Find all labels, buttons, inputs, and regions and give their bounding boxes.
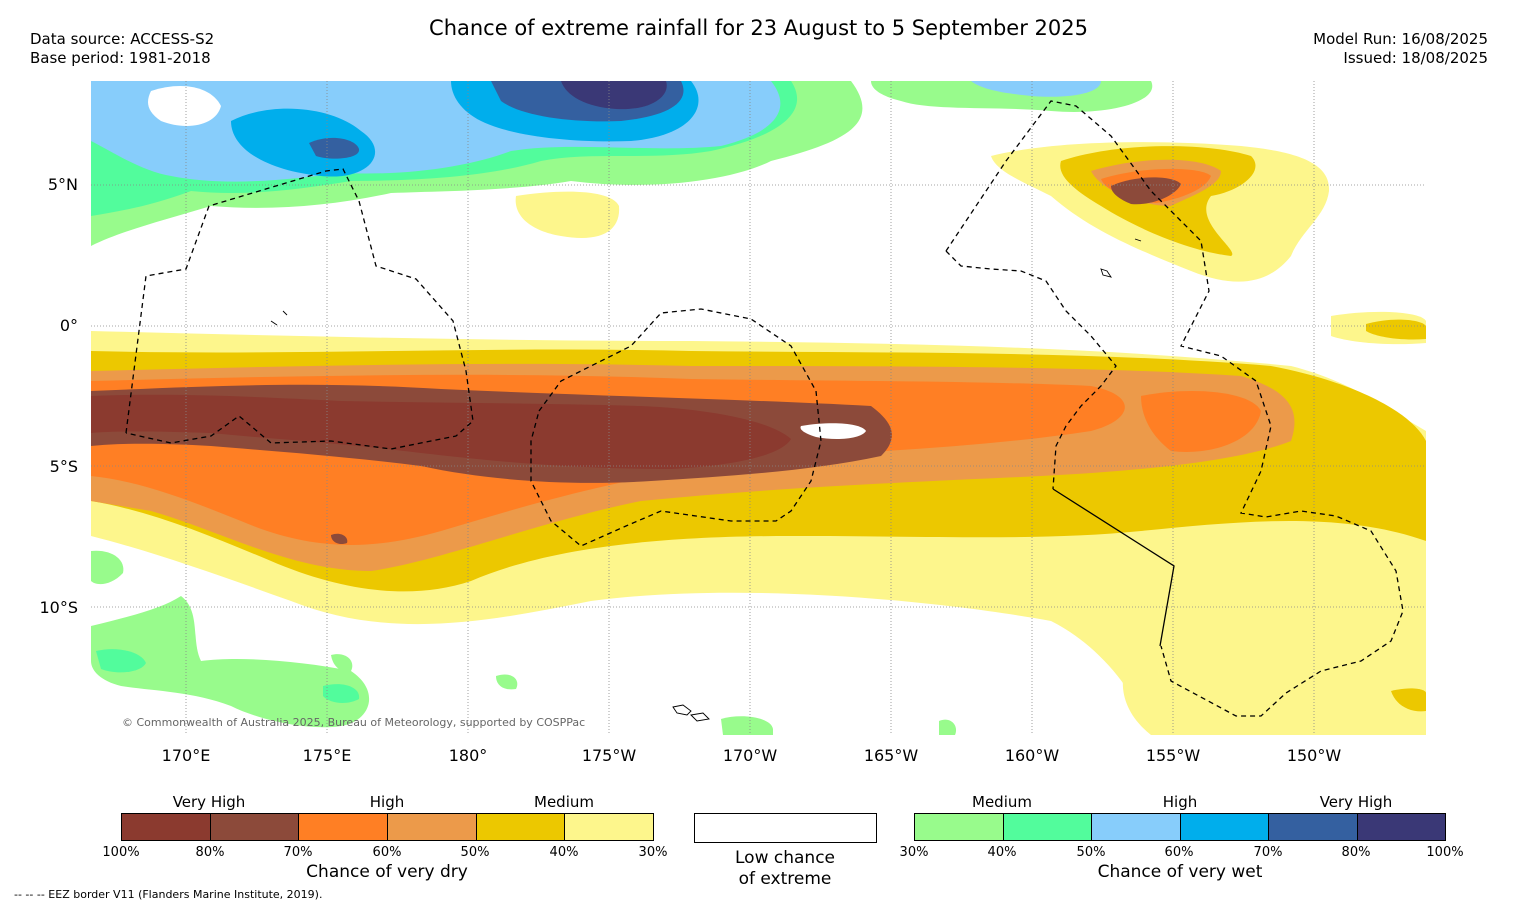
dry-colorbar — [121, 813, 654, 841]
wet-swatch-1 — [915, 814, 1004, 840]
wet-tick: 100% — [1426, 845, 1464, 860]
south-wet-region — [91, 550, 957, 735]
base-period-text: Base period: 1981-2018 — [30, 49, 211, 67]
islands — [270, 238, 1142, 722]
dry-swatch-6 — [565, 814, 654, 840]
lon-label-160w: 160°W — [1004, 746, 1060, 765]
dry-tick: 70% — [283, 845, 313, 860]
dry-level-very-high: Very High — [172, 793, 246, 811]
north-dry-region — [515, 142, 1426, 345]
dry-tick: 40% — [549, 845, 579, 860]
dry-tick: 100% — [102, 845, 140, 860]
wet-level-medium: Medium — [972, 793, 1032, 811]
dry-legend-title: Chance of very dry — [306, 862, 468, 882]
wet-swatch-5 — [1269, 814, 1358, 840]
lon-label-150w: 150°W — [1286, 746, 1342, 765]
wet-tick: 50% — [1076, 845, 1106, 860]
dry-swatch-1 — [122, 814, 211, 840]
lon-label-180: 180° — [448, 746, 488, 765]
lon-label-175e: 175°E — [302, 746, 352, 765]
equatorial-dry-band — [91, 331, 1426, 735]
eez-border-note: -- -- -- EEZ border V11 (Flanders Marine… — [14, 888, 323, 901]
dry-swatch-3 — [299, 814, 389, 840]
wet-colorbar — [914, 813, 1446, 841]
wet-level-high: High — [1162, 793, 1198, 811]
lat-label-10s: 10°S — [39, 598, 78, 617]
dry-level-medium: Medium — [534, 793, 594, 811]
dry-swatch-4 — [388, 814, 477, 840]
dry-tick: 50% — [460, 845, 490, 860]
rainfall-map: © Commonwealth of Australia 2025, Bureau… — [91, 81, 1426, 735]
wet-tick: 70% — [1253, 845, 1283, 860]
dry-tick: 80% — [195, 845, 225, 860]
lon-label-170e: 170°E — [161, 746, 211, 765]
data-source-text: Data source: ACCESS-S2 — [30, 30, 215, 48]
rainfall-map-svg — [91, 81, 1426, 735]
wet-tick: 60% — [1164, 845, 1194, 860]
issued-text: Issued: 18/08/2025 — [1343, 49, 1488, 67]
maritime-boundary — [1052, 488, 1175, 647]
wet-tick: 30% — [899, 845, 929, 860]
low-chance-line2: of extreme — [738, 869, 832, 889]
dry-swatch-2 — [210, 814, 300, 840]
wet-swatch-4 — [1180, 814, 1269, 840]
north-wet-region — [91, 81, 1153, 246]
map-title: Chance of extreme rainfall for 23 August… — [429, 16, 1088, 40]
model-run-info: Model Run: 16/08/2025 Issued: 18/08/2025 — [1313, 30, 1488, 68]
model-run-text: Model Run: 16/08/2025 — [1313, 30, 1488, 48]
graticule — [91, 81, 1426, 735]
wet-tick: 40% — [987, 845, 1017, 860]
lat-label-5s: 5°S — [49, 457, 78, 476]
dry-tick: 60% — [372, 845, 402, 860]
lon-label-175w: 175°W — [581, 746, 637, 765]
lon-label-165w: 165°W — [863, 746, 919, 765]
lat-label-5n: 5°N — [47, 175, 78, 194]
dry-tick: 30% — [638, 845, 668, 860]
low-chance-legend-title: Low chance of extreme — [685, 848, 885, 890]
lat-label-0: 0° — [59, 316, 78, 335]
dry-swatch-5 — [476, 814, 566, 840]
wet-swatch-2 — [1003, 814, 1092, 840]
copyright-notice: © Commonwealth of Australia 2025, Bureau… — [122, 716, 586, 729]
data-source-info: Data source: ACCESS-S2 Base period: 1981… — [30, 30, 214, 68]
wet-swatch-3 — [1092, 814, 1181, 840]
low-chance-line1: Low chance — [735, 848, 835, 868]
low-chance-swatch — [694, 813, 877, 843]
south-dry-region — [1122, 635, 1426, 735]
dry-level-high: High — [369, 793, 405, 811]
wet-level-very-high: Very High — [1319, 793, 1393, 811]
wet-legend-title: Chance of very wet — [1097, 862, 1263, 882]
wet-tick: 80% — [1341, 845, 1371, 860]
lon-label-155w: 155°W — [1145, 746, 1201, 765]
lon-label-170w: 170°W — [722, 746, 778, 765]
eez-borders — [125, 100, 1404, 717]
wet-swatch-6 — [1357, 814, 1445, 840]
